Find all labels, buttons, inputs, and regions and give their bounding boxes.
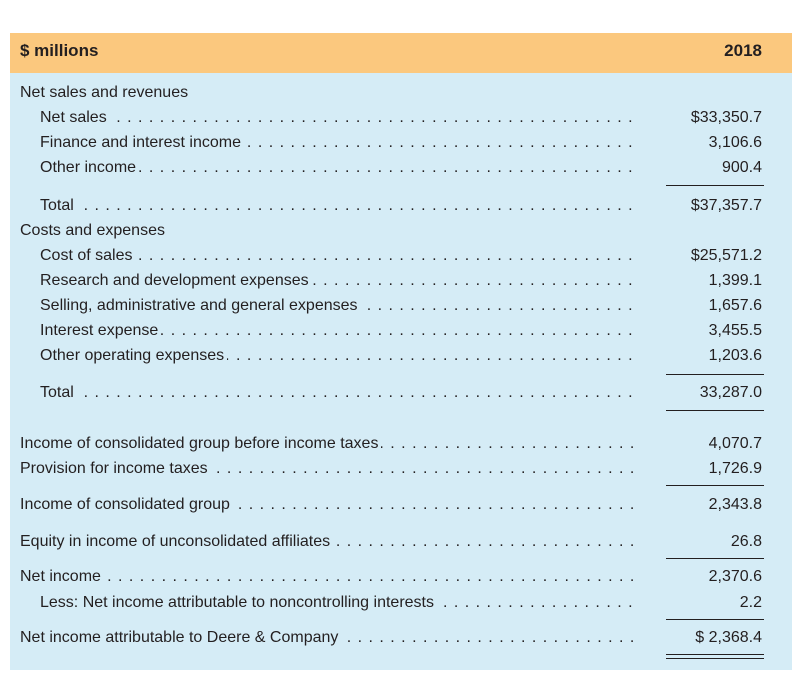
row-label: Selling, administrative and general expe… (40, 297, 361, 314)
row-label: Net sales (40, 109, 110, 126)
row-value: 2,370.6 (708, 568, 762, 585)
row-value: $33,350.7 (690, 109, 762, 126)
row-value: 900.4 (721, 159, 762, 176)
section-revenues: Net sales and revenues (20, 84, 189, 101)
row-interest-expense: Interest expense 3,455.5 (0, 320, 802, 342)
subtotal-rule (666, 558, 764, 559)
row-sga: Selling, administrative and general expe… (0, 295, 802, 317)
row-label: Cost of sales (40, 247, 136, 264)
row-finance-income: Finance and interest income 3,106.6 (0, 132, 802, 154)
row-value: 4,070.7 (708, 435, 762, 452)
row-label: Equity in income of unconsolidated affil… (20, 533, 334, 550)
row-value: 1,203.6 (708, 347, 762, 364)
row-label: Provision for income taxes (20, 460, 211, 477)
row-value: 26.8 (730, 533, 762, 550)
row-value: 1,657.6 (708, 297, 762, 314)
row-value: 1,726.9 (708, 460, 762, 477)
header-title: $ millions (20, 41, 99, 60)
row-label: Net income attributable to Deere & Compa… (20, 629, 342, 646)
row-tax-provision: Provision for income taxes 1,726.9 (0, 458, 802, 480)
row-value: 3,106.6 (708, 134, 762, 151)
subtotal-rule (666, 619, 764, 620)
row-value: 33,287.0 (699, 384, 762, 401)
subtotal-rule (666, 185, 764, 186)
row-value: 1,399.1 (708, 272, 762, 289)
row-label: Total (40, 384, 77, 401)
row-income-group: Income of consolidated group 2,343.8 (0, 494, 802, 516)
row-label: Other operating expenses (40, 347, 228, 364)
row-net-income: Net income 2,370.6 (0, 566, 802, 588)
row-label: Interest expense (40, 322, 162, 339)
row-label: Less: Net income attributable to noncont… (40, 594, 437, 611)
row-income-before-tax: Income of consolidated group before inco… (0, 433, 802, 455)
double-rule-top (666, 654, 764, 655)
row-label: Finance and interest income (40, 134, 244, 151)
header-year: 2018 (724, 41, 762, 60)
row-value: $37,357.7 (690, 197, 762, 214)
subtotal-rule (666, 410, 764, 411)
row-other-income: Other income 900.4 (0, 157, 802, 179)
row-value: $ 2,368.4 (695, 629, 762, 646)
row-noncontrolling: Less: Net income attributable to noncont… (0, 592, 802, 614)
row-total-revenues: Total $37,357.7 (0, 195, 802, 217)
row-cost-of-sales: Cost of sales $25,571.2 (0, 245, 802, 267)
row-value: 2,343.8 (708, 496, 762, 513)
row-value: $25,571.2 (690, 247, 762, 264)
subtotal-rule (666, 485, 764, 486)
row-label: Other income (40, 159, 140, 176)
row-value: 2.2 (739, 594, 762, 611)
row-label: Income of consolidated group before inco… (20, 435, 382, 452)
row-label: Total (40, 197, 77, 214)
section-costs: Costs and expenses (20, 222, 165, 239)
row-net-sales: Net sales $33,350.7 (0, 107, 802, 129)
table-header (10, 33, 792, 73)
row-total-costs: Total 33,287.0 (0, 382, 802, 404)
row-rnd: Research and development expenses 1,399.… (0, 270, 802, 292)
row-other-operating: Other operating expenses 1,203.6 (0, 345, 802, 367)
row-label: Net income (20, 568, 104, 585)
row-value: 3,455.5 (708, 322, 762, 339)
row-equity-income: Equity in income of unconsolidated affil… (0, 531, 802, 553)
row-label: Research and development expenses (40, 272, 312, 289)
subtotal-rule (666, 374, 764, 375)
row-label: Income of consolidated group (20, 496, 233, 513)
double-rule-bottom (666, 658, 764, 659)
row-net-income-deere: Net income attributable to Deere & Compa… (0, 627, 802, 649)
